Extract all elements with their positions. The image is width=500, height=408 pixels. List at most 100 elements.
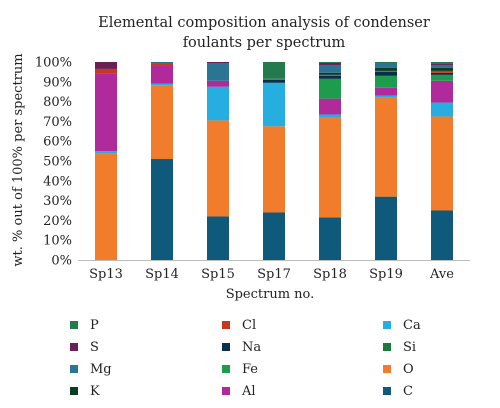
- legend-swatch: [222, 321, 230, 329]
- legend-label: Si: [403, 339, 417, 355]
- legend-label: C: [403, 383, 413, 399]
- bar-segment-ca: [263, 82, 285, 127]
- bar-segment-c: [375, 196, 397, 260]
- legend-item-cl: Cl: [222, 316, 256, 334]
- x-tick-label: Ave: [429, 267, 454, 282]
- legend-label: Ca: [403, 317, 421, 333]
- x-tick-label: Sp13: [89, 267, 123, 282]
- bar-segment-ca: [207, 86, 229, 121]
- legend-label: Na: [242, 339, 262, 355]
- bar-segment-c: [263, 212, 285, 260]
- bar-segment-s: [207, 62, 229, 63]
- bar-segment-c: [151, 159, 173, 260]
- bar-segment-o: [95, 153, 117, 260]
- legend-swatch: [70, 387, 78, 395]
- bar-segment-al: [151, 65, 173, 84]
- bar-segment-mg: [263, 78, 285, 80]
- legend-swatch: [70, 321, 78, 329]
- legend-swatch: [383, 365, 391, 373]
- bar-segment-mg: [151, 62, 173, 64]
- bar-segment-k: [375, 67, 397, 71]
- bar-segment-ca: [375, 95, 397, 98]
- y-tick-label: 50%: [43, 155, 72, 170]
- bar-segment-cl: [151, 63, 173, 66]
- legend-label: S: [90, 339, 99, 355]
- bar-segment-p: [263, 62, 285, 79]
- y-tick-label: 30%: [43, 194, 72, 209]
- x-tick-label: Sp19: [369, 267, 403, 282]
- y-tick-label: 90%: [43, 75, 72, 90]
- legend-item-fe: Fe: [222, 360, 258, 378]
- legend-item-o: O: [383, 360, 414, 378]
- bar-segment-mg: [319, 64, 341, 73]
- bar-segment-c: [319, 217, 341, 260]
- legend-label: Mg: [90, 361, 112, 377]
- y-tick-label: 100%: [35, 56, 72, 71]
- chart-title-line-1: Elemental composition analysis of conden…: [98, 15, 430, 31]
- x-tick-label: Sp17: [257, 267, 291, 282]
- bar-segment-p: [375, 62, 397, 63]
- bar-segment-p: [319, 62, 341, 63]
- bar-segment-s: [319, 62, 341, 65]
- bar-segment-o: [431, 116, 453, 211]
- y-axis-ticks: 0% 10% 20% 30% 40% 50% 60% 70% 80% 90% 100%: [35, 56, 72, 269]
- legend-swatch: [70, 343, 78, 351]
- bar-segment-fe: [375, 75, 397, 88]
- bar-segment-na: [375, 71, 397, 76]
- y-tick-label: 40%: [43, 174, 72, 189]
- legend-item-al: Al: [222, 382, 256, 400]
- legend-item-mg: Mg: [70, 360, 112, 378]
- legend-label: P: [90, 317, 99, 333]
- bar-segment-c: [207, 216, 229, 260]
- bar-segment-s: [431, 63, 453, 65]
- bar-segment-al: [319, 98, 341, 115]
- legend-swatch: [222, 387, 230, 395]
- legend: P Cl Ca S Na Si Mg Fe O K Al C: [70, 316, 490, 402]
- y-tick-label: 70%: [43, 115, 72, 130]
- y-tick-label: 0%: [51, 254, 72, 269]
- bar-segment-cl: [431, 70, 453, 73]
- bar-segment-k: [319, 72, 341, 75]
- bar-segment-ca: [95, 151, 117, 154]
- legend-swatch: [383, 387, 391, 395]
- bar-segment-c: [431, 210, 453, 260]
- legend-swatch: [70, 365, 78, 373]
- y-axis-label: wt. % out of 100% per spectrum: [11, 53, 26, 266]
- legend-label: Al: [242, 383, 256, 399]
- legend-item-c: C: [383, 382, 413, 400]
- x-axis-label: Spectrum no.: [226, 287, 315, 302]
- legend-label: O: [403, 361, 414, 377]
- legend-swatch: [222, 343, 230, 351]
- bar-segment-mg: [375, 62, 397, 68]
- bar-segment-al: [207, 80, 229, 87]
- y-tick-label: 10%: [43, 234, 72, 249]
- y-tick-label: 80%: [43, 95, 72, 110]
- bar-segment-cl: [375, 70, 397, 72]
- bar-segment-o: [151, 85, 173, 160]
- x-axis-ticks: Sp13 Sp14 Sp15 Sp17 Sp18 Sp19 Ave: [89, 267, 454, 282]
- bar-segment-al: [431, 80, 453, 103]
- y-tick-label: 60%: [43, 135, 72, 150]
- legend-label: Cl: [242, 317, 257, 333]
- legend-item-p: P: [70, 316, 99, 334]
- x-tick-label: Sp15: [201, 267, 235, 282]
- bar-segment-na: [263, 79, 285, 83]
- bar-segment-o: [375, 97, 397, 197]
- bar-segment-na: [319, 75, 341, 79]
- bar-segment-mg: [431, 64, 453, 68]
- legend-item-s: S: [70, 338, 99, 356]
- bar-segment-cl: [95, 68, 117, 74]
- bar-segment-al: [95, 73, 117, 152]
- x-tick-label: Sp14: [145, 267, 179, 282]
- legend-swatch: [222, 365, 230, 373]
- bar-segment-o: [207, 120, 229, 217]
- legend-item-k: K: [70, 382, 100, 400]
- bar-segment-cl: [319, 74, 341, 76]
- legend-label: K: [90, 383, 100, 399]
- legend-swatch: [383, 343, 391, 351]
- x-tick-label: Sp18: [313, 267, 347, 282]
- bar-segment-k: [431, 67, 453, 71]
- bar-segment-fe: [319, 78, 341, 99]
- bar-segment-o: [263, 126, 285, 213]
- bars: [95, 62, 453, 260]
